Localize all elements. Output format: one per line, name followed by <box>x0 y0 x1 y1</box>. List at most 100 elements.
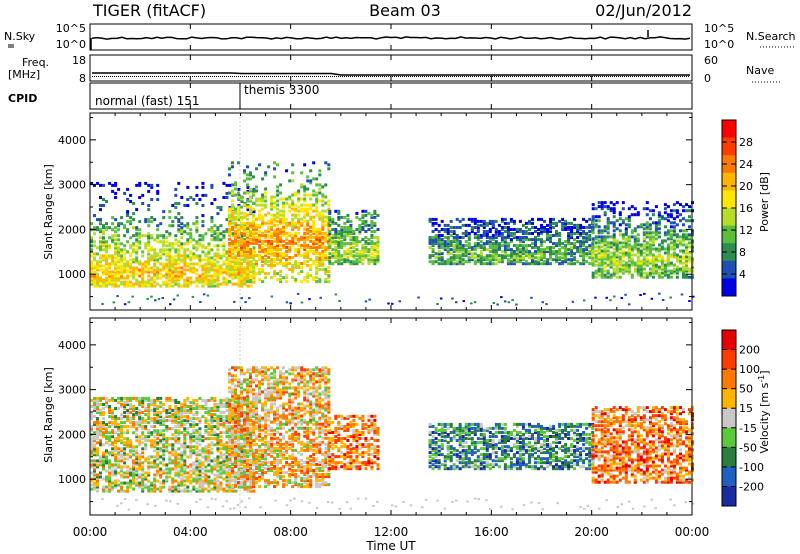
echo-cell <box>213 473 217 477</box>
echo-cell <box>464 252 468 256</box>
echo-cell <box>270 227 274 231</box>
echo-cell <box>264 229 268 233</box>
echo-cell <box>189 453 193 457</box>
echo-cell <box>249 187 252 191</box>
echo-cell <box>573 242 577 246</box>
echo-cell <box>102 417 105 421</box>
echo-cell <box>192 471 196 475</box>
echo-cell <box>315 207 319 211</box>
echo-cell <box>243 249 246 253</box>
echo-cell <box>186 262 190 266</box>
echo-cell <box>96 431 99 435</box>
echo-cell <box>141 433 145 437</box>
echo-cell <box>102 467 105 471</box>
echo-cell <box>675 265 679 269</box>
echo-cell <box>207 451 211 455</box>
echo-cell <box>337 242 341 246</box>
echo-cell <box>346 213 350 217</box>
echo-cell <box>515 256 519 260</box>
echo-cell <box>606 223 610 227</box>
echo-cell <box>648 251 652 255</box>
echo-cell <box>189 250 193 254</box>
echo-cell <box>168 266 172 270</box>
echo-cell <box>138 419 142 423</box>
echo-cell <box>680 293 684 296</box>
echo-cell <box>216 252 220 256</box>
echo-cell <box>600 267 604 271</box>
echo-cell <box>183 258 187 262</box>
echo-cell <box>129 284 133 288</box>
echo-cell <box>324 223 328 227</box>
echo-cell <box>210 276 214 280</box>
echo-cell <box>642 227 646 231</box>
echo-cell <box>153 411 157 414</box>
echo-cell <box>126 419 130 423</box>
echo-cell <box>467 242 471 246</box>
echo-cell <box>337 256 341 260</box>
echo-cell <box>597 219 601 223</box>
echo-cell <box>162 242 166 246</box>
echo-cell <box>252 221 255 225</box>
echo-cell <box>303 193 307 197</box>
echo-cell <box>663 239 667 243</box>
echo-cell <box>618 267 622 271</box>
echo-cell <box>279 219 283 223</box>
echo-cell <box>273 251 277 255</box>
echo-cell <box>570 242 574 246</box>
echo-cell <box>132 226 136 230</box>
echo-cell <box>306 251 310 255</box>
echo-cell <box>231 213 234 217</box>
echo-cell <box>657 271 661 275</box>
echo-cell <box>222 445 226 449</box>
echo-cell <box>204 419 208 423</box>
echo-cell <box>370 226 374 229</box>
echo-cell <box>96 435 99 439</box>
echo-cell <box>219 483 223 487</box>
echo-cell <box>537 252 540 256</box>
echo-cell <box>195 202 199 205</box>
echo-cell <box>285 221 289 225</box>
echo-cell <box>500 219 504 223</box>
echo-cell <box>312 203 316 207</box>
echo-cell <box>210 421 214 425</box>
echo-cell <box>600 263 604 267</box>
echo-cell <box>141 431 145 435</box>
echo-cell <box>606 225 610 229</box>
echo-cell <box>494 232 498 235</box>
echo-cell <box>207 453 211 457</box>
echo-cell <box>162 280 166 284</box>
echo-cell <box>579 252 583 256</box>
echo-cell <box>207 409 211 412</box>
echo-cell <box>518 244 522 248</box>
echo-cell <box>603 237 607 241</box>
echo-cell <box>675 243 679 247</box>
echo-cell <box>507 301 511 304</box>
echo-cell <box>183 250 187 254</box>
echo-cell <box>138 282 142 286</box>
echo-cell <box>210 451 214 455</box>
echo-cell <box>630 231 634 235</box>
echo-cell <box>515 238 519 242</box>
echo-cell <box>318 260 322 263</box>
echo-cell <box>141 465 145 469</box>
echo-cell <box>195 437 199 441</box>
echo-cell <box>291 237 295 241</box>
echo-cell <box>159 429 163 433</box>
echo-cell <box>132 248 136 252</box>
echo-cell <box>177 252 181 256</box>
echo-cell <box>630 257 634 261</box>
echo-cell <box>99 429 102 433</box>
echo-cell <box>521 256 525 260</box>
echo-cell <box>171 427 175 431</box>
echo-cell <box>225 272 229 276</box>
echo-cell <box>361 258 365 262</box>
echo-cell <box>485 234 489 237</box>
echo-cell <box>661 299 665 301</box>
echo-cell <box>96 272 99 276</box>
echo-cell <box>177 463 181 467</box>
echo-cell <box>627 253 631 257</box>
echo-cell <box>624 245 628 249</box>
echo-cell <box>156 433 160 437</box>
echo-cell <box>207 278 211 282</box>
echo-cell <box>117 453 121 457</box>
